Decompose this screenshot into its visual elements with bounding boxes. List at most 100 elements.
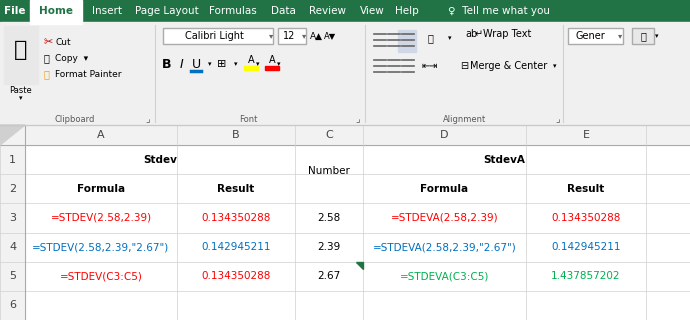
Text: Copy  ▾: Copy ▾ <box>55 53 88 62</box>
Text: 📋: 📋 <box>14 40 28 60</box>
Text: 3: 3 <box>9 213 16 223</box>
Text: Wrap Text: Wrap Text <box>483 29 531 39</box>
Text: A▼: A▼ <box>324 31 336 41</box>
Text: 2: 2 <box>9 184 16 194</box>
Text: Format Painter: Format Painter <box>55 69 121 78</box>
Bar <box>0 125 25 320</box>
Text: 2.39: 2.39 <box>317 242 341 252</box>
Bar <box>398 30 416 52</box>
Text: Formula: Formula <box>77 184 125 194</box>
Text: 12: 12 <box>283 31 295 41</box>
Text: Data: Data <box>270 6 295 16</box>
Text: 5: 5 <box>9 271 16 281</box>
FancyBboxPatch shape <box>632 28 654 44</box>
Text: ⌟: ⌟ <box>555 114 560 124</box>
Text: ▾: ▾ <box>234 61 238 67</box>
Text: Calibri Light: Calibri Light <box>184 31 244 41</box>
FancyBboxPatch shape <box>163 28 273 44</box>
Text: =STDEVA(2.58,2.39,"2.67"): =STDEVA(2.58,2.39,"2.67") <box>373 242 516 252</box>
Text: 2.67: 2.67 <box>317 271 341 281</box>
Text: C: C <box>325 130 333 140</box>
Text: A: A <box>268 55 275 65</box>
Polygon shape <box>356 262 363 269</box>
Text: 0.134350288: 0.134350288 <box>201 213 270 223</box>
Text: 🖌: 🖌 <box>44 69 50 79</box>
Text: Formulas: Formulas <box>209 6 257 16</box>
Text: Clipboard: Clipboard <box>55 115 95 124</box>
Text: ▾: ▾ <box>618 31 622 41</box>
Bar <box>0 125 690 145</box>
Text: View: View <box>359 6 384 16</box>
Bar <box>30 0 82 24</box>
Text: Home: Home <box>39 6 73 16</box>
Text: 0.134350288: 0.134350288 <box>551 213 621 223</box>
Text: =STDEV(2.58,2.39): =STDEV(2.58,2.39) <box>50 213 152 223</box>
Text: Alignment: Alignment <box>444 115 486 124</box>
Text: ▾: ▾ <box>19 95 23 101</box>
Text: =STDEVA(2.58,2.39): =STDEVA(2.58,2.39) <box>391 213 498 223</box>
Text: D: D <box>440 130 449 140</box>
Text: 🔀: 🔀 <box>427 33 433 43</box>
Text: ♀  Tell me what you: ♀ Tell me what you <box>448 6 550 16</box>
Text: 6: 6 <box>9 300 16 310</box>
Text: =STDEV(C3:C5): =STDEV(C3:C5) <box>59 271 142 281</box>
Text: ↵: ↵ <box>475 29 483 39</box>
Text: Insert: Insert <box>92 6 122 16</box>
Text: ⇤⇥: ⇤⇥ <box>422 61 438 71</box>
Text: StdevA: StdevA <box>484 155 526 164</box>
Text: ▾: ▾ <box>553 63 557 69</box>
Text: ⌟: ⌟ <box>355 114 360 124</box>
Text: ⊟: ⊟ <box>460 61 468 71</box>
FancyBboxPatch shape <box>568 28 623 44</box>
Text: 0.142945211: 0.142945211 <box>201 242 270 252</box>
Polygon shape <box>0 125 25 145</box>
Text: B: B <box>162 58 172 70</box>
Text: A: A <box>248 55 255 65</box>
Text: Gener: Gener <box>575 31 605 41</box>
Text: ▾: ▾ <box>302 31 306 41</box>
Text: I: I <box>180 58 184 70</box>
Text: 0.142945211: 0.142945211 <box>551 242 621 252</box>
Text: A: A <box>97 130 105 140</box>
Text: 🔲: 🔲 <box>640 31 646 41</box>
Text: 4: 4 <box>9 242 16 252</box>
Text: =STDEVA(C3:C5): =STDEVA(C3:C5) <box>400 271 489 281</box>
Text: Font: Font <box>239 115 257 124</box>
Bar <box>0 22 690 125</box>
Text: File: File <box>4 6 26 16</box>
Text: ▾: ▾ <box>277 61 281 67</box>
Text: Formula: Formula <box>420 184 469 194</box>
Text: 🗐: 🗐 <box>44 53 50 63</box>
Text: Cut: Cut <box>55 37 70 46</box>
Bar <box>0 125 690 320</box>
Text: ab: ab <box>465 29 477 39</box>
Bar <box>265 66 279 70</box>
Text: ✂: ✂ <box>44 37 53 47</box>
Text: =STDEV(2.58,2.39,"2.67"): =STDEV(2.58,2.39,"2.67") <box>32 242 170 252</box>
Text: Stdev: Stdev <box>143 155 177 164</box>
Text: ▾: ▾ <box>256 61 259 67</box>
Text: Result: Result <box>217 184 255 194</box>
Text: 1.437857202: 1.437857202 <box>551 271 621 281</box>
Text: ⊞: ⊞ <box>217 59 227 69</box>
Text: 0.134350288: 0.134350288 <box>201 271 270 281</box>
Text: ▾: ▾ <box>208 61 212 67</box>
Text: Paste: Paste <box>10 85 32 94</box>
Text: 2.58: 2.58 <box>317 213 341 223</box>
Text: Result: Result <box>567 184 604 194</box>
Text: B: B <box>233 130 240 140</box>
Text: Merge & Center: Merge & Center <box>470 61 547 71</box>
FancyBboxPatch shape <box>278 28 306 44</box>
Text: Page Layout: Page Layout <box>135 6 199 16</box>
Bar <box>244 66 258 70</box>
Text: Review: Review <box>310 6 346 16</box>
Text: Help: Help <box>395 6 419 16</box>
Bar <box>0 0 690 22</box>
Text: ▾: ▾ <box>656 33 659 39</box>
Text: ▾: ▾ <box>269 31 273 41</box>
Text: 1: 1 <box>9 155 16 164</box>
Text: U: U <box>191 58 201 70</box>
Text: E: E <box>582 130 589 140</box>
Text: ⌟: ⌟ <box>146 114 150 124</box>
Text: A▲: A▲ <box>310 31 322 41</box>
